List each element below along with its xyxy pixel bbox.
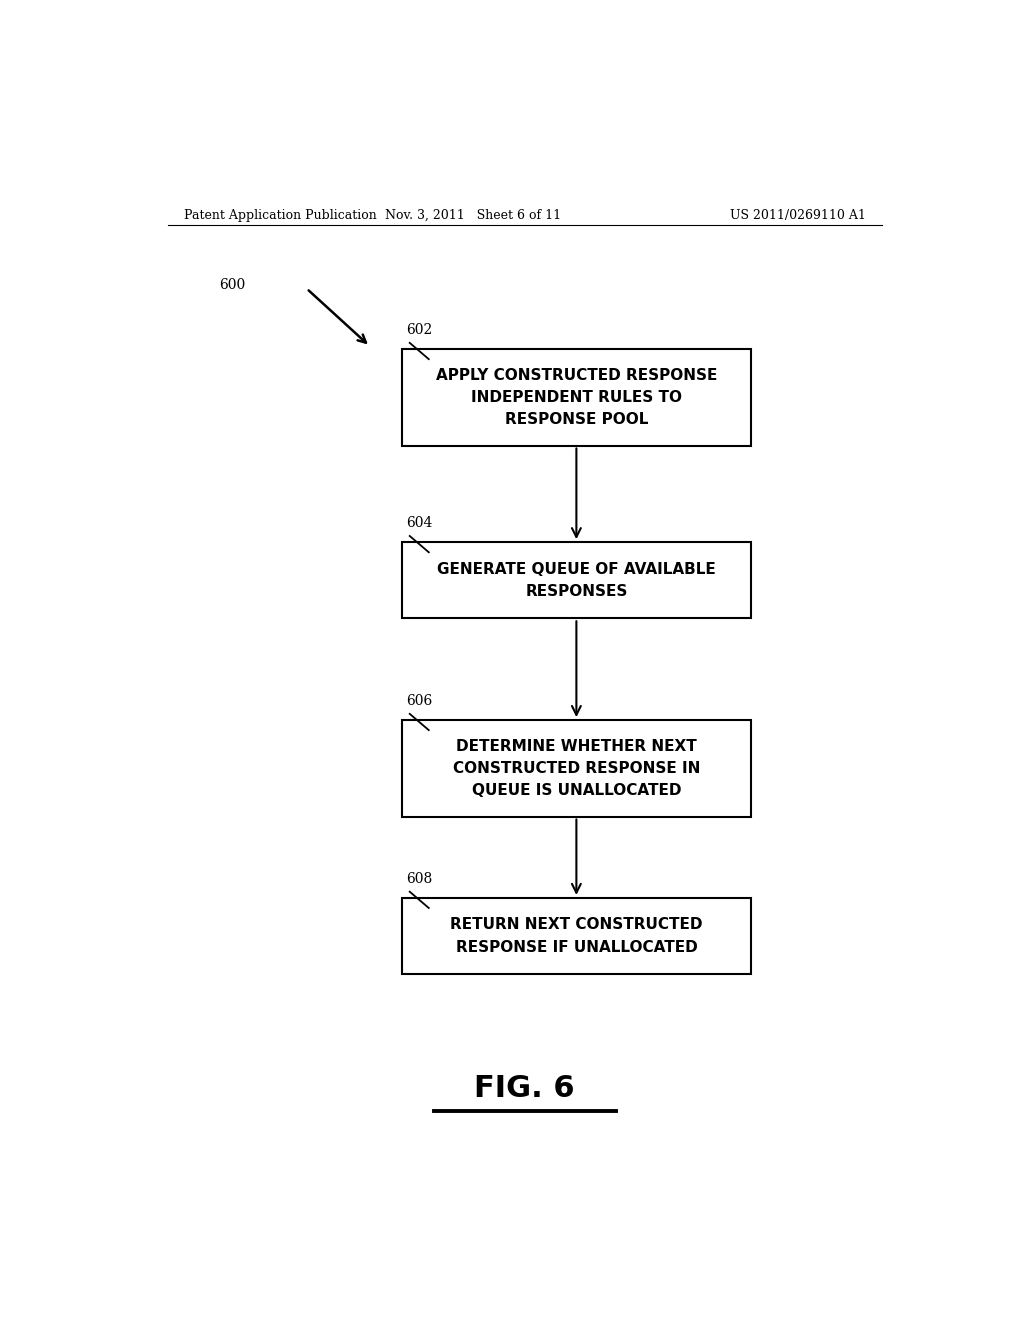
Text: 600: 600 xyxy=(219,279,246,292)
Bar xyxy=(401,719,751,817)
Text: 608: 608 xyxy=(406,871,432,886)
Bar xyxy=(401,348,751,446)
Text: APPLY CONSTRUCTED RESPONSE
INDEPENDENT RULES TO
RESPONSE POOL: APPLY CONSTRUCTED RESPONSE INDEPENDENT R… xyxy=(435,367,717,426)
Text: DETERMINE WHETHER NEXT
CONSTRUCTED RESPONSE IN
QUEUE IS UNALLOCATED: DETERMINE WHETHER NEXT CONSTRUCTED RESPO… xyxy=(453,739,700,797)
Text: 604: 604 xyxy=(406,516,432,529)
Text: Nov. 3, 2011   Sheet 6 of 11: Nov. 3, 2011 Sheet 6 of 11 xyxy=(385,209,561,222)
Text: 602: 602 xyxy=(406,323,432,337)
Bar xyxy=(401,543,751,618)
Text: 606: 606 xyxy=(406,694,432,708)
Text: Patent Application Publication: Patent Application Publication xyxy=(183,209,376,222)
Text: RETURN NEXT CONSTRUCTED
RESPONSE IF UNALLOCATED: RETURN NEXT CONSTRUCTED RESPONSE IF UNAL… xyxy=(451,917,702,954)
Text: GENERATE QUEUE OF AVAILABLE
RESPONSES: GENERATE QUEUE OF AVAILABLE RESPONSES xyxy=(437,561,716,599)
Bar xyxy=(401,898,751,974)
Text: FIG. 6: FIG. 6 xyxy=(474,1074,575,1104)
Text: US 2011/0269110 A1: US 2011/0269110 A1 xyxy=(730,209,866,222)
